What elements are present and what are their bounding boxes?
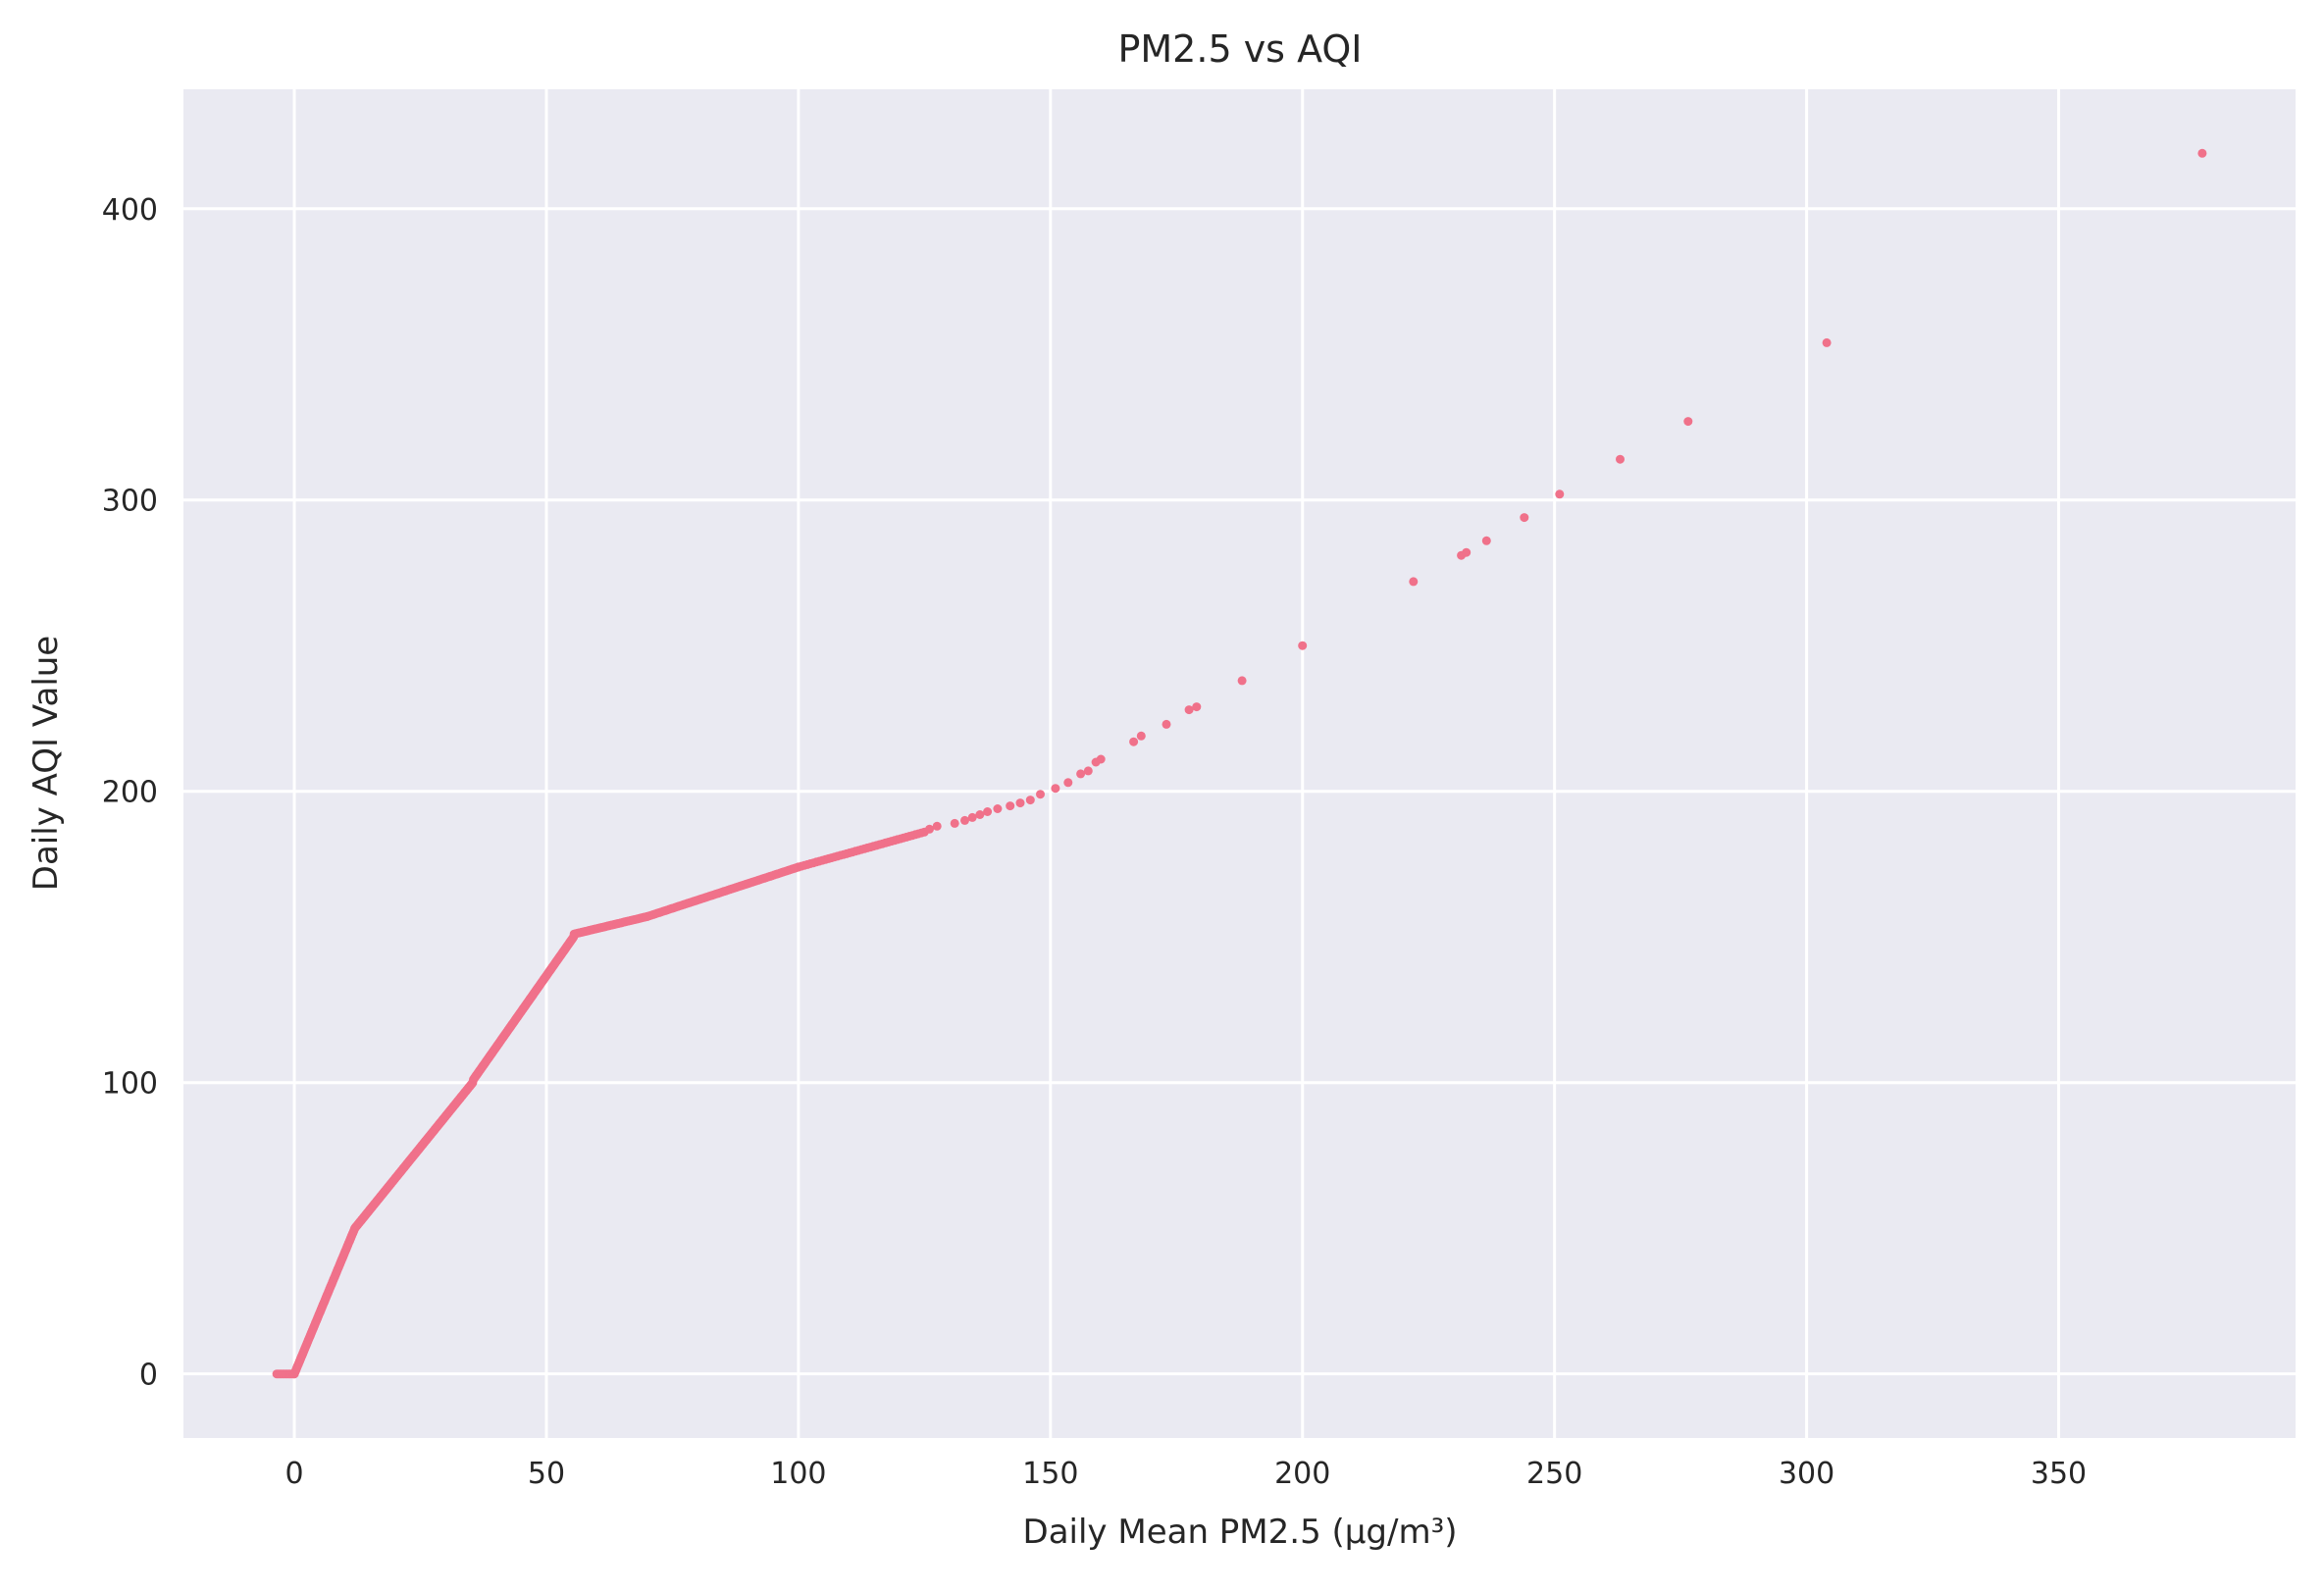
data-point [1616,454,1625,464]
x-tick-label: 50 [528,1457,565,1491]
data-point [2197,148,2207,158]
data-point [993,804,1003,813]
data-point [975,810,985,819]
data-point [1076,769,1086,779]
data-point [1683,417,1693,427]
data-point [1184,705,1194,715]
y-axis-label: Daily AQI Value [26,636,66,891]
x-tick-label: 100 [770,1457,826,1491]
data-point [1096,754,1106,764]
data-point [1051,784,1060,794]
y-tick-label: 0 [139,1359,158,1393]
data-points [272,148,2207,1379]
data-point [1237,676,1247,686]
x-tick-label: 200 [1274,1457,1330,1491]
y-tick-labels: 0 100 200 300 400 [102,193,158,1393]
data-point [1136,731,1146,741]
x-tick-label: 0 [284,1457,303,1491]
data-point [950,818,959,828]
data-point [1025,796,1035,805]
data-point [1462,547,1472,557]
data-point [1063,778,1073,788]
x-tick-label: 350 [2031,1457,2087,1491]
data-point [932,821,942,831]
data-point [1409,577,1419,587]
y-tick-label: 400 [102,193,158,228]
x-tick-labels: 0 50 100 150 200 250 300 350 [284,1457,2087,1491]
data-point [1481,536,1491,545]
y-tick-label: 100 [102,1067,158,1102]
chart-title: PM2.5 vs AQI [1117,27,1362,71]
data-point [1192,702,1202,712]
data-point [1006,801,1015,811]
x-tick-label: 300 [1779,1457,1834,1491]
data-point [960,815,969,825]
data-point [1083,766,1093,776]
x-tick-label: 150 [1022,1457,1078,1491]
x-axis-label: Daily Mean PM2.5 (µg/m³) [1023,1513,1458,1552]
data-point [1129,737,1139,746]
data-point [1822,337,1832,347]
plot-background [183,89,2296,1438]
data-point [1015,798,1025,808]
y-tick-label: 200 [102,776,158,810]
x-gridlines [292,89,2060,1438]
data-point [967,812,977,822]
x-tick-label: 250 [1526,1457,1582,1491]
data-point [1298,641,1308,650]
data-point [925,824,934,834]
data-point [1520,513,1529,523]
data-point [1162,719,1171,729]
y-gridlines [183,207,2296,1376]
data-point [1036,790,1045,799]
data-point [1555,489,1565,499]
y-tick-label: 300 [102,485,158,519]
data-point [983,807,993,816]
